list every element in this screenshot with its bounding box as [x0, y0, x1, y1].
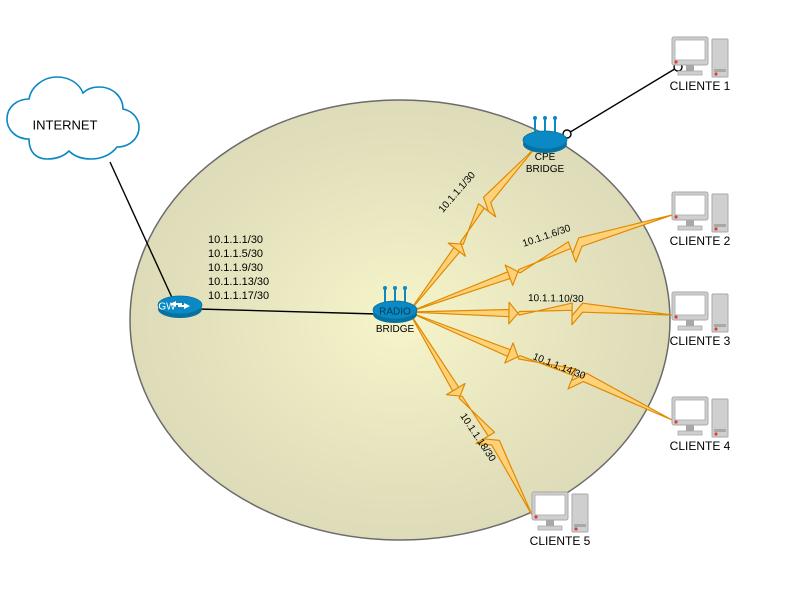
cliente4-label: CLIENTE 4 — [670, 439, 731, 453]
cpe-label: CPE — [535, 152, 556, 163]
cliente5-label: CLIENTE 5 — [530, 534, 591, 548]
diagram-stage: { "canvas": { "width": 797, "height": 60… — [0, 0, 797, 600]
gw-ip-line: 10.1.1.1/30 — [208, 233, 269, 247]
cliente2-label: CLIENTE 2 — [670, 234, 731, 248]
internet-label: INTERNET — [33, 118, 98, 133]
radio-sublabel: BRIDGE — [376, 324, 414, 335]
gw-label: GW — [158, 302, 175, 313]
cpe-sublabel: BRIDGE — [526, 164, 564, 175]
cliente1-label: CLIENTE 1 — [670, 79, 731, 93]
gw-ip-line: 10.1.1.5/30 — [208, 247, 269, 261]
gw-ip-line: 10.1.1.9/30 — [208, 261, 269, 275]
radio-label: RADIO — [379, 307, 411, 318]
bolt-ip-label: 10.1.1.10/30 — [527, 293, 583, 305]
gw-ip-line: 10.1.1.17/30 — [208, 289, 269, 303]
gw-ip-list: 10.1.1.1/3010.1.1.5/3010.1.1.9/3010.1.1.… — [208, 233, 269, 303]
cliente3-label: CLIENTE 3 — [670, 334, 731, 348]
gw-ip-line: 10.1.1.13/30 — [208, 275, 269, 289]
